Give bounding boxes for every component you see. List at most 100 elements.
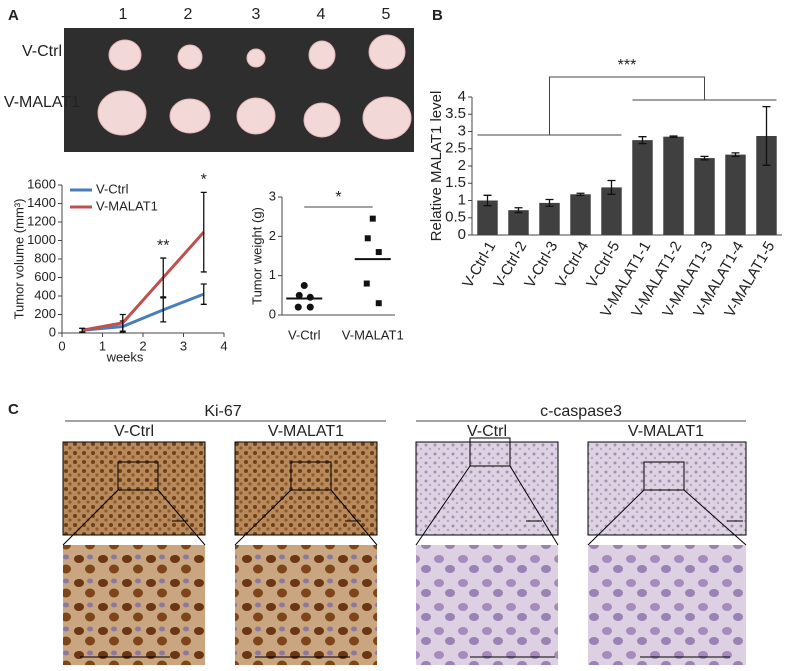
x-tick-label: 1 [99,338,106,353]
x-tick-label: V-MALAT1 [342,327,404,342]
y-tick-label: 3 [269,188,276,203]
y-tick-label: 1600 [27,176,56,191]
error-bar [200,191,207,273]
point [364,235,371,242]
error-bar [638,136,647,145]
x-axis-label: weeks [106,349,144,364]
group-title: c-caspase3 [540,403,622,420]
y-tick-label: 0 [49,324,56,339]
error-bar [638,136,647,145]
y-tick-label: 0 [269,306,276,321]
y-tick-label: 1200 [27,213,56,228]
y-axis-label: Tumor volume (mm³) [11,199,26,320]
y-tick-label: 1 [269,267,276,282]
error-bar [762,106,771,166]
point [375,249,382,256]
error-bar [700,155,709,161]
y-tick-label: 1000 [27,232,56,247]
column-label: 1 [119,6,128,23]
condition-label: V-Ctrl [467,423,507,440]
error-bar [160,297,167,323]
y-tick-label: 400 [34,287,56,302]
line [82,292,205,332]
error-bar [607,179,616,195]
y-tick-label: 200 [34,306,56,321]
legend-label: V-MALAT1 [96,198,158,213]
point [300,282,308,289]
y-tick-label: 0.5 [445,209,466,226]
error-bar [119,313,126,332]
error-bar [607,179,616,195]
bar [570,194,591,235]
panel-label: A [8,7,19,24]
tumors [97,34,412,140]
row-label: V-Ctrl [22,43,62,60]
bracket [477,76,777,136]
error-bar [669,135,678,139]
significance: ** [157,237,169,254]
significance: * [201,172,207,189]
significance: *** [618,57,637,74]
point [363,280,370,287]
x-tick-label: 3 [180,338,187,353]
error-bar [576,192,585,196]
y-tick-label: 2 [458,157,466,174]
bar [508,210,529,235]
error-bar [200,191,207,273]
error-bar [200,283,207,305]
error-bar [483,194,492,207]
point [306,303,314,311]
error-bar [762,106,771,166]
bar [477,200,498,235]
point [306,293,314,301]
error-bar [514,207,523,214]
row-label: V-MALAT1 [4,94,80,111]
error-bar [700,155,709,161]
bar [756,135,777,235]
bar [663,136,684,235]
error-bar [731,152,740,157]
bar [632,140,653,235]
significance: * [335,189,341,206]
y-axis-label: Relative MALAT1 level [428,91,445,242]
condition-label: V-MALAT1 [268,423,344,440]
y-tick-label: 2 [269,228,276,243]
ihc-images [62,437,747,665]
error-bar [79,327,86,333]
legend-label: V-Ctrl [96,181,129,196]
y-tick-label: 1400 [27,195,56,210]
bar [725,154,746,235]
bar [601,187,622,235]
error-bar [160,257,167,298]
y-tick-label: 0 [458,226,466,243]
column-label: 3 [252,6,261,23]
error-bar [545,198,554,208]
line [81,231,205,332]
x-tick-label: 2 [139,338,146,353]
error-bar [119,313,126,332]
x-tick-label: 0 [58,338,65,353]
y-tick-label: 1.5 [445,174,466,191]
error-bar [731,152,740,157]
error-bar [576,192,585,196]
point [375,300,382,307]
x-tick-label: 4 [220,338,227,353]
bar [694,158,715,235]
x-tick-label: V-Ctrl [288,327,321,342]
error-bar [200,283,207,305]
error-bar [483,194,492,207]
error-bar [160,257,167,298]
y-tick-label: 1 [458,191,466,208]
y-axis-label: Tumor weight (g) [249,207,264,305]
point [294,303,302,311]
bar [539,202,560,235]
y-tick-label: 800 [34,250,56,265]
y-tick-label: 600 [34,269,56,284]
panel-label: C [8,401,19,418]
condition-label: V-Ctrl [114,423,154,440]
point [295,291,303,299]
error-bar [545,198,554,208]
y-tick-label: 3 [458,122,466,139]
group-title: Ki-67 [204,403,241,420]
